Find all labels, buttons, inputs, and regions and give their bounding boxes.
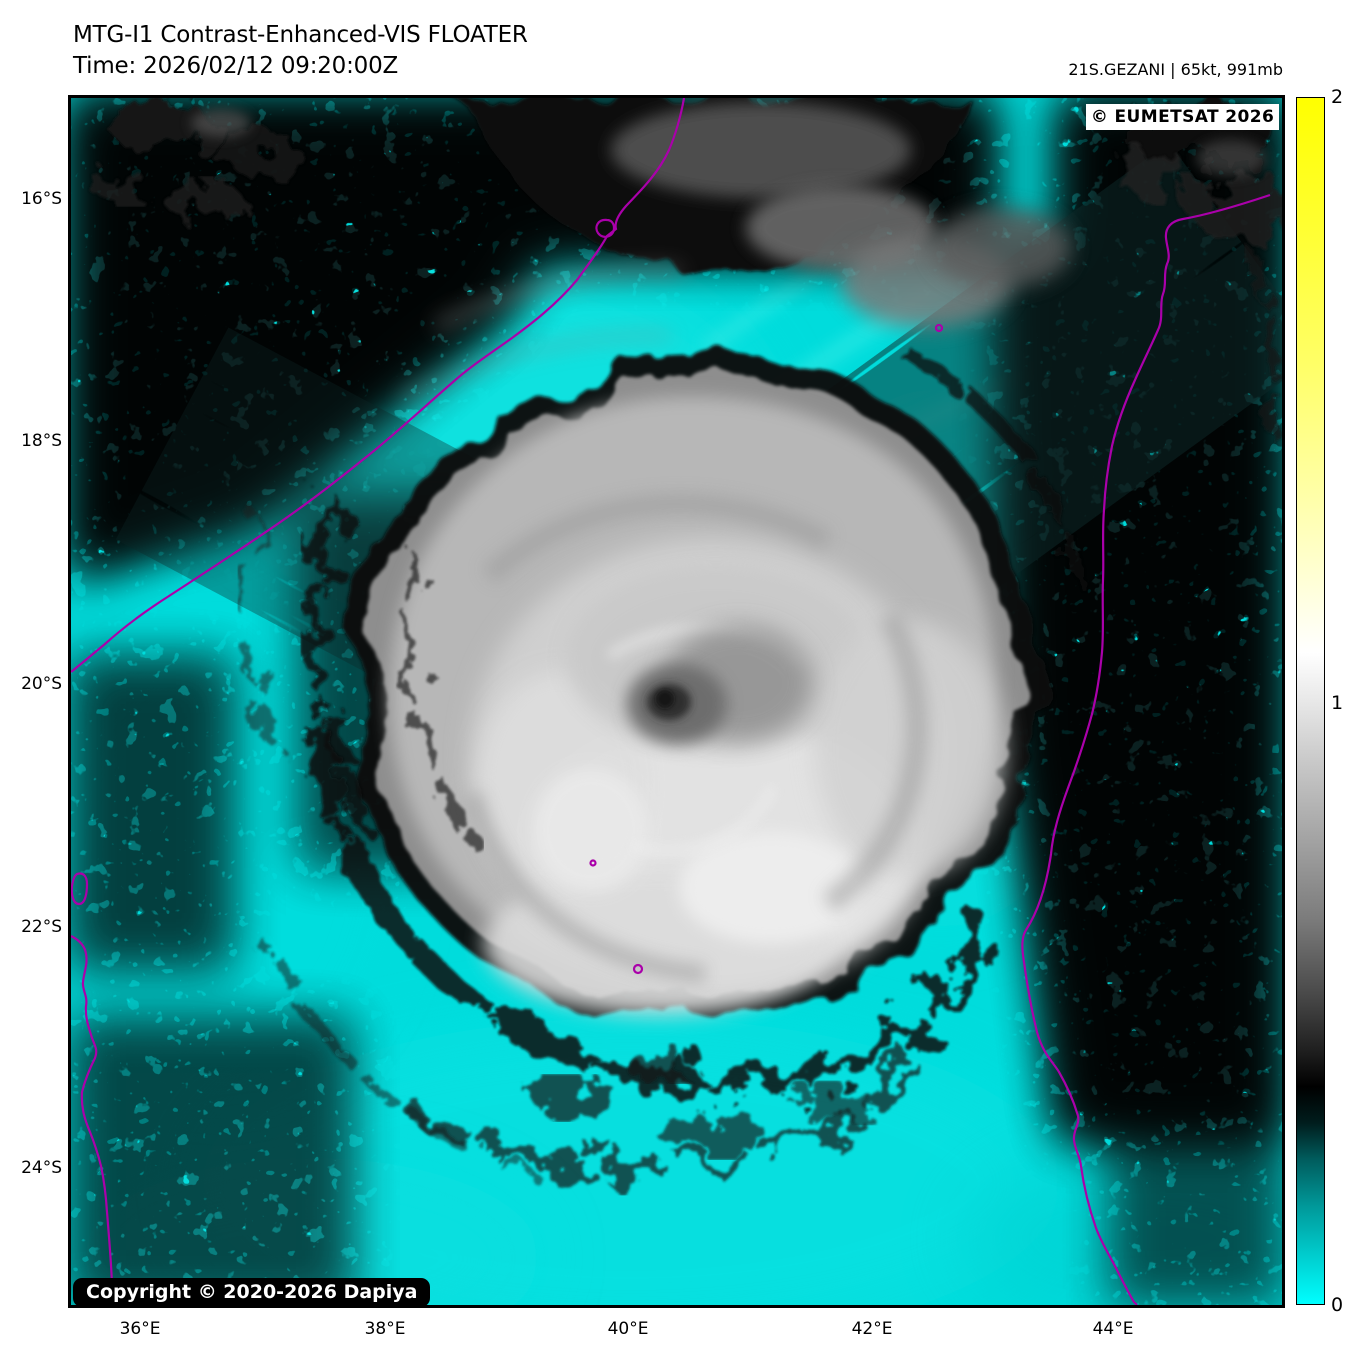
x-axis-label-42e: 42°E	[851, 1319, 893, 1339]
coastline-mozambique-lagoon	[595, 218, 616, 238]
spiral-rainbands	[242, 342, 1087, 1184]
coastline-mozambique-lake	[71, 872, 89, 906]
copyright-badge: Copyright © 2020-2026 Dapiya	[73, 1278, 431, 1307]
page-title: MTG-I1 Contrast-Enhanced-VIS FLOATER	[73, 22, 528, 48]
storm-info-label: 21S.GEZANI | 65kt, 991mb	[1068, 60, 1283, 79]
x-axis-label-38e: 38°E	[364, 1319, 406, 1339]
page-timestamp: Time: 2026/02/12 09:20:00Z	[73, 53, 399, 79]
coastline-mozambique-south	[71, 935, 117, 1305]
spiral-shading	[464, 493, 929, 983]
cyclone-cloud-mass	[350, 355, 1038, 1018]
y-axis-label-18s: 18°S	[21, 431, 62, 451]
y-axis-label-16s: 16°S	[21, 189, 62, 209]
coastline-madagascar	[1021, 193, 1271, 1305]
satellite-image	[71, 98, 1282, 1305]
cyclone-eye	[627, 625, 813, 744]
island-markers	[589, 323, 944, 975]
x-axis-label-36e: 36°E	[119, 1319, 161, 1339]
coastline-mozambique	[71, 98, 686, 673]
coastlines	[71, 98, 1271, 1305]
colorbar-tick-1: 1	[1331, 692, 1344, 714]
colorbar-tick-2: 2	[1331, 86, 1344, 108]
satellite-map	[68, 95, 1285, 1308]
y-axis-label-24s: 24°S	[21, 1158, 62, 1178]
colorbar	[1296, 97, 1325, 1305]
x-axis-label-40e: 40°E	[607, 1319, 649, 1339]
y-axis-label-20s: 20°S	[21, 674, 62, 694]
eumetsat-credit-badge: © EUMETSAT 2026	[1086, 104, 1279, 130]
upper-cloud-band	[86, 98, 1282, 439]
x-axis-label-44e: 44°E	[1092, 1319, 1134, 1339]
colorbar-tick-0: 0	[1331, 1294, 1344, 1316]
y-axis-label-22s: 22°S	[21, 917, 62, 937]
